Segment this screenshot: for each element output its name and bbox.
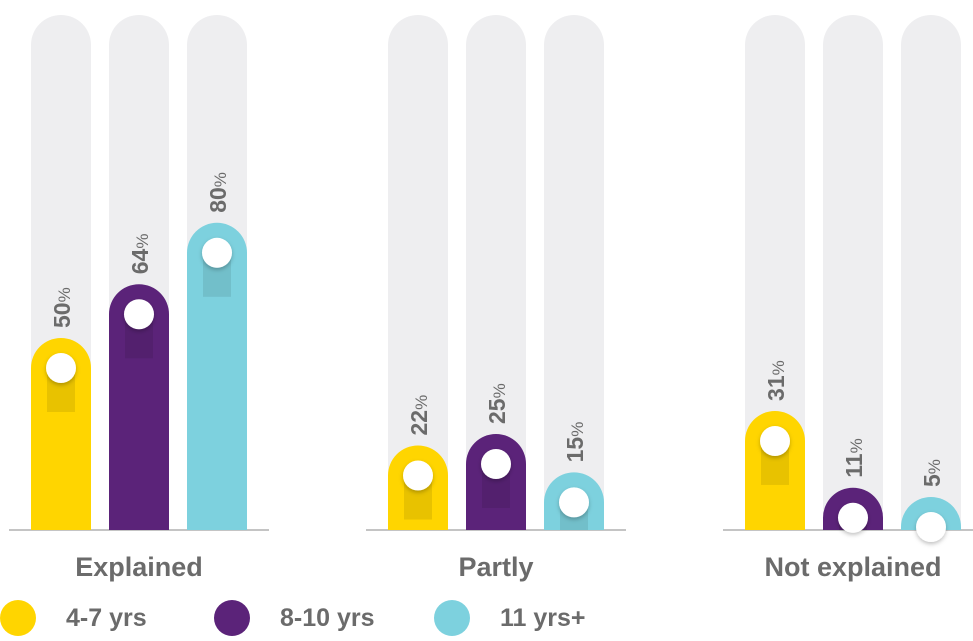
data-label: 25%	[484, 383, 510, 424]
bar-group: 22% 25%15%Partly	[366, 15, 626, 582]
data-label-value: 64	[127, 248, 153, 274]
data-label-value: 5	[919, 474, 945, 487]
data-label-unit: %	[568, 422, 587, 437]
data-label: 50%	[49, 287, 75, 328]
legend-swatch	[0, 600, 36, 636]
legend-label: 8-10 yrs	[280, 603, 375, 632]
bar-knob	[46, 353, 76, 383]
bar-track	[544, 15, 604, 530]
legend-label: 4-7 yrs	[66, 603, 147, 632]
bar	[109, 284, 170, 530]
bar-track	[745, 15, 805, 530]
bar-group: 31%11%5%Not explained	[723, 15, 973, 582]
data-label-value: 15	[562, 437, 588, 463]
data-label-value: 11	[841, 453, 867, 478]
bar-track	[388, 15, 448, 530]
data-label: 22%	[406, 395, 432, 436]
data-label-unit: %	[769, 360, 788, 375]
category-label: Explained	[75, 552, 203, 582]
bar-knob	[760, 425, 790, 456]
data-label-value: 80	[205, 187, 231, 213]
legend-label: 11 yrs+	[500, 603, 586, 632]
bar-knob	[481, 449, 511, 479]
bar-track	[466, 15, 526, 530]
category-label: Partly	[458, 552, 533, 582]
bar-knob	[559, 487, 589, 518]
data-label-unit: %	[925, 459, 944, 474]
data-label-unit: %	[847, 438, 866, 453]
bar-knob	[838, 502, 868, 533]
legend-item: 11 yrs+	[434, 600, 586, 636]
data-label-unit: %	[55, 287, 74, 302]
data-label-unit: %	[133, 234, 152, 249]
data-label-unit: %	[211, 172, 230, 187]
data-label-value: 50	[49, 302, 75, 328]
bar-track	[823, 15, 883, 530]
legend: 4-7 yrs 8-10 yrs 11 yrs+	[0, 596, 973, 641]
data-label: 5%	[919, 459, 945, 487]
bar-knob	[202, 237, 232, 268]
bar-knob	[403, 460, 433, 491]
data-label-value: 25	[484, 398, 510, 424]
data-label-value: 22	[406, 410, 432, 436]
bar-knob	[916, 512, 946, 542]
bar	[31, 338, 91, 530]
data-label-value: 31	[763, 375, 789, 401]
data-label: 80%	[205, 172, 231, 213]
legend-item: 8-10 yrs	[214, 600, 375, 636]
data-label: 15%	[562, 422, 588, 463]
bar	[187, 222, 247, 530]
data-label: 11%	[841, 438, 867, 477]
category-label: Not explained	[764, 552, 941, 582]
data-label-unit: %	[490, 383, 509, 398]
legend-swatch	[214, 600, 250, 636]
data-label: 31%	[763, 360, 789, 401]
data-label-unit: %	[412, 395, 431, 410]
data-label: 64%	[127, 234, 153, 275]
bar-group: 50%64%80%Explained	[9, 15, 269, 582]
bar-knob	[124, 299, 154, 330]
legend-swatch	[434, 600, 470, 636]
bar-track	[901, 15, 961, 530]
legend-item: 4-7 yrs	[0, 600, 147, 636]
